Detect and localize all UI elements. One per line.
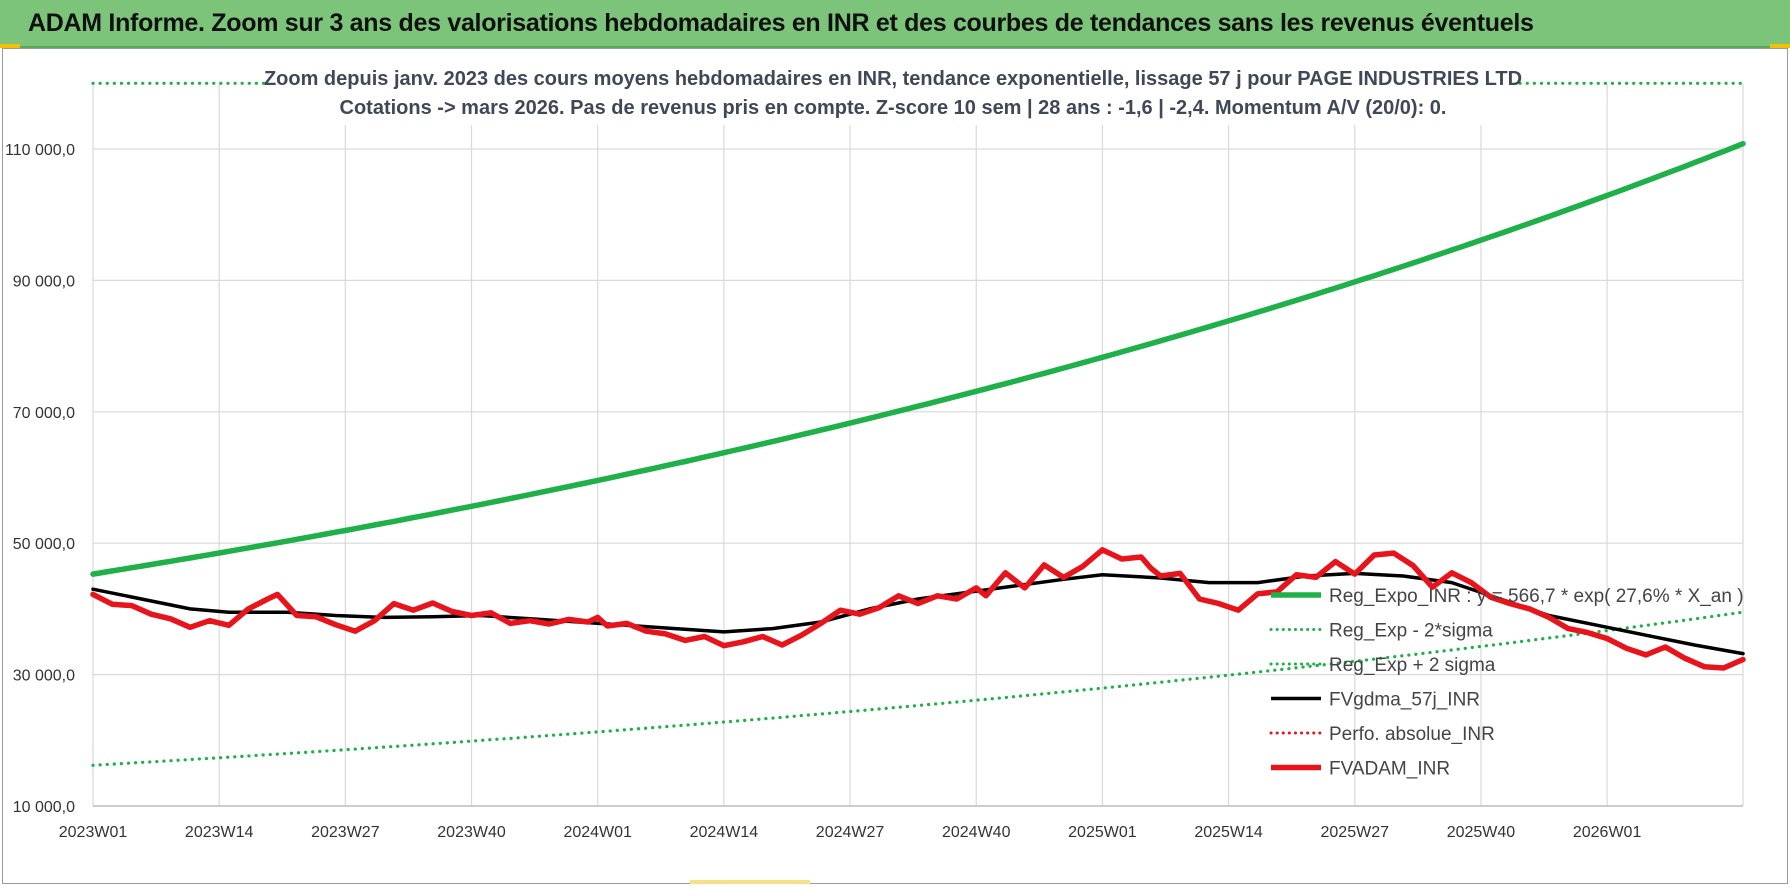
x-tick-label: 2023W01	[59, 824, 128, 841]
legend-label: Reg_Expo_INR : y = 566,7 * exp( 27,6% * …	[1329, 586, 1744, 607]
x-tick-label: 2025W01	[1068, 824, 1137, 841]
x-tick-label: 2024W40	[942, 824, 1011, 841]
y-axis-ticks: 10 000,0 30 000,0 50 000,0 70 000,0 90 000,0…	[5, 142, 75, 816]
series-line-fvadam-inr	[90, 547, 1746, 671]
x-axis-ticks: 2023W01 2023W14 2023W27 2023W40 2024W01 2024W…	[59, 824, 1642, 841]
chart-title-line1: Zoom depuis janv. 2023 des cours moyens …	[264, 68, 1522, 90]
chart-svg: 10 000,0 30 000,0 50 000,0 70 000,0 90 000,0…	[5, 61, 1746, 841]
chart-title-line2: Cotations -> mars 2026. Pas de revenus p…	[340, 97, 1447, 119]
series-lines	[90, 81, 1746, 767]
legend-label: FVADAM_INR	[1329, 759, 1450, 780]
x-tick-label: 2025W40	[1447, 824, 1516, 841]
x-tick-label: 2024W01	[563, 824, 632, 841]
banner-accent-left	[0, 44, 20, 48]
series-line-reg-expo-inr	[90, 140, 1746, 577]
grid-lines	[92, 83, 1744, 807]
y-tick-label: 10 000,0	[13, 799, 75, 816]
y-tick-label: 70 000,0	[13, 405, 75, 422]
x-tick-label: 2023W40	[437, 824, 506, 841]
series-line-reg-exp-band	[91, 610, 1745, 767]
legend-label: FVgdma_57j_INR	[1329, 690, 1480, 711]
report-banner: ADAM Informe. Zoom sur 3 ans des valoris…	[0, 0, 1790, 48]
chart-legend: Reg_Expo_INR : y = 566,7 * exp( 27,6% * …	[1269, 586, 1744, 780]
y-tick-label: 90 000,0	[13, 273, 75, 290]
legend-label: Reg_Exp + 2 sigma	[1329, 655, 1496, 676]
x-tick-label: 2023W27	[311, 824, 380, 841]
bottom-accent	[690, 880, 810, 884]
x-tick-label: 2025W27	[1321, 824, 1390, 841]
x-tick-label: 2024W14	[690, 824, 759, 841]
y-tick-label: 50 000,0	[13, 536, 75, 553]
banner-accent-right	[1770, 44, 1790, 48]
chart-title-box	[268, 61, 1518, 125]
report-title: ADAM Informe. Zoom sur 3 ans des valoris…	[28, 9, 1534, 37]
x-tick-label: 2025W14	[1194, 824, 1263, 841]
x-tick-label: 2026W01	[1573, 824, 1642, 841]
y-tick-label: 30 000,0	[13, 668, 75, 685]
legend-label: Perfo. absolue_INR	[1329, 724, 1495, 745]
series-line-fvgdma-57j-inr	[91, 571, 1745, 656]
x-tick-label: 2024W27	[816, 824, 885, 841]
y-tick-label: 110 000,0	[5, 142, 75, 159]
x-tick-label: 2023W14	[185, 824, 254, 841]
legend-label: Reg_Exp - 2*sigma	[1329, 621, 1493, 642]
chart-area: 10 000,0 30 000,0 50 000,0 70 000,0 90 000,0…	[2, 48, 1788, 884]
